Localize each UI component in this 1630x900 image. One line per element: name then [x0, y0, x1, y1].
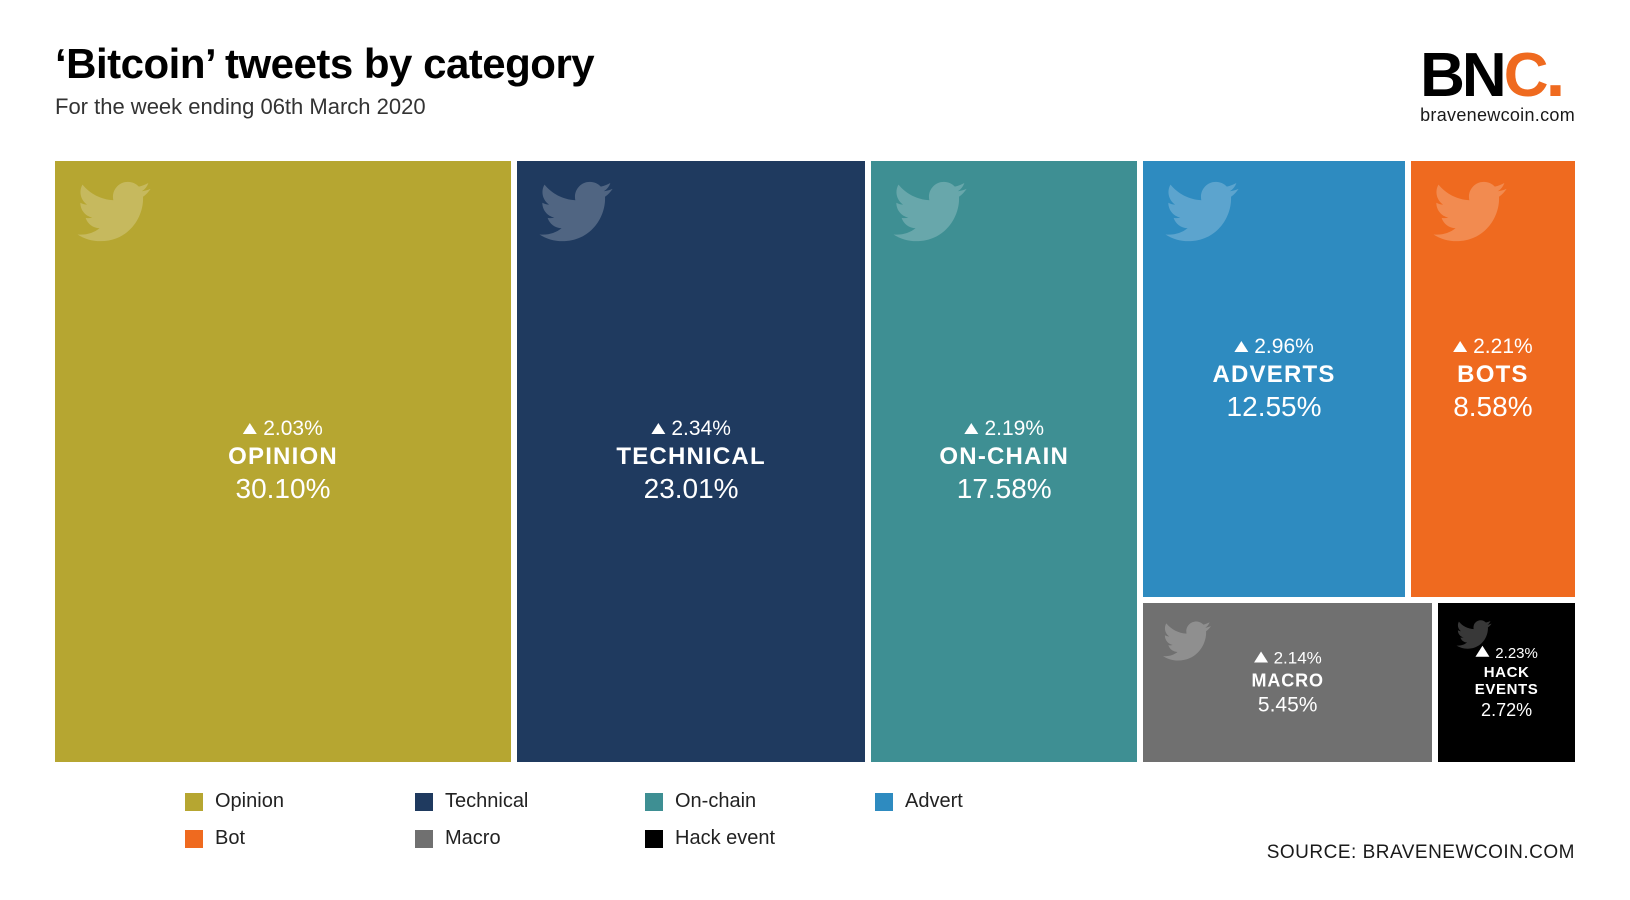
legend-label: Bot: [215, 827, 245, 850]
tile-label: OPINION: [78, 443, 488, 471]
tile-hackevents: 2.23% HACKEVENTS2.72%: [1438, 603, 1575, 762]
legend-swatch: [645, 793, 663, 811]
tile-label: TECHNICAL: [534, 443, 847, 471]
tile-change: 2.96%: [1156, 335, 1391, 359]
tile-value: 23.01%: [534, 473, 847, 505]
tile-label: HACKEVENTS: [1445, 663, 1568, 698]
tile-value: 2.72%: [1445, 700, 1568, 721]
tile-content: 2.19% ON-CHAIN17.58%: [885, 417, 1124, 505]
source-label: SOURCE: BRAVENEWCOIN.COM: [1267, 842, 1575, 870]
legend-swatch: [415, 793, 433, 811]
tile-change-value: 2.34%: [671, 417, 731, 440]
legend-item: Macro: [415, 827, 645, 850]
tile-adverts: 2.96% ADVERTS12.55%: [1143, 161, 1404, 597]
tile-change-value: 2.23%: [1495, 644, 1538, 661]
legend-label: Opinion: [215, 790, 284, 813]
tile-change-value: 2.19%: [984, 417, 1044, 440]
page-title: ‘Bitcoin’ tweets by category: [55, 40, 594, 88]
legend-item: Hack event: [645, 827, 875, 850]
legend-item: Technical: [415, 790, 645, 813]
tile-label: MACRO: [1158, 670, 1418, 691]
legend-swatch: [875, 793, 893, 811]
legend-item: On-chain: [645, 790, 875, 813]
tile-content: 2.21% BOTS8.58%: [1419, 335, 1567, 423]
legend-swatch: [185, 793, 203, 811]
brand-letter-b: B: [1420, 41, 1462, 110]
tile-bots: 2.21% BOTS8.58%: [1411, 161, 1575, 597]
up-arrow-icon: [1234, 341, 1248, 352]
tile-change: 2.21%: [1419, 335, 1567, 359]
legend-item: Advert: [875, 790, 1105, 813]
legend-swatch: [415, 830, 433, 848]
tile-value: 5.45%: [1158, 693, 1418, 717]
tile-onchain: 2.19% ON-CHAIN17.58%: [871, 161, 1137, 762]
legend-label: Advert: [905, 790, 963, 813]
tile-content: 2.23% HACKEVENTS2.72%: [1445, 644, 1568, 721]
twitter-bird-icon: [69, 175, 159, 253]
legend-item: Opinion: [185, 790, 415, 813]
twitter-bird-icon: [885, 175, 975, 253]
tile-value: 30.10%: [78, 473, 488, 505]
tile-value: 17.58%: [885, 473, 1124, 505]
tile-content: 2.34% TECHNICAL23.01%: [534, 417, 847, 505]
tile-label: BOTS: [1419, 361, 1567, 389]
tile-change: 2.03%: [78, 417, 488, 441]
legend-label: Macro: [445, 827, 501, 850]
tile-change-value: 2.03%: [263, 417, 323, 440]
twitter-bird-icon: [531, 175, 621, 253]
tile-technical: 2.34% TECHNICAL23.01%: [517, 161, 865, 762]
tile-macro: 2.14% MACRO5.45%: [1143, 603, 1432, 762]
treemap-chart: 2.03%OPINION30.10%2.34%TECHNICAL23.01%2.…: [55, 161, 1575, 762]
brand-dot: .: [1545, 32, 1562, 112]
brand-wordmark: BNC.: [1420, 40, 1575, 105]
tile-change: 2.19%: [885, 417, 1124, 441]
up-arrow-icon: [1254, 651, 1268, 662]
tile-change: 2.34%: [534, 417, 847, 441]
legend-item: Bot: [185, 827, 415, 850]
tile-content: 2.14% MACRO5.45%: [1158, 648, 1418, 717]
tile-change: 2.14%: [1158, 648, 1418, 668]
brand-letter-n: N: [1462, 41, 1504, 110]
up-arrow-icon: [964, 423, 978, 434]
twitter-bird-icon: [1425, 175, 1515, 253]
tile-content: 2.96% ADVERTS12.55%: [1156, 335, 1391, 423]
page-subtitle: For the week ending 06th March 2020: [55, 94, 594, 120]
header: ‘Bitcoin’ tweets by category For the wee…: [55, 40, 1575, 126]
tile-label: ADVERTS: [1156, 361, 1391, 389]
up-arrow-icon: [243, 423, 257, 434]
tile-label: ON-CHAIN: [885, 443, 1124, 471]
tile-content: 2.03% OPINION30.10%: [78, 417, 488, 505]
tile-value: 8.58%: [1419, 391, 1567, 423]
legend-label: Technical: [445, 790, 528, 813]
footer: Opinion Technical On-chain Advert Bot Macro Ha…: [55, 790, 1575, 870]
legend-swatch: [645, 830, 663, 848]
tile-change-value: 2.14%: [1274, 648, 1322, 667]
up-arrow-icon: [651, 423, 665, 434]
brand-site: bravenewcoin.com: [1420, 105, 1575, 126]
legend-label: On-chain: [675, 790, 756, 813]
legend-swatch: [185, 830, 203, 848]
tile-change-value: 2.21%: [1473, 335, 1533, 358]
twitter-bird-icon: [1157, 175, 1247, 253]
title-block: ‘Bitcoin’ tweets by category For the wee…: [55, 40, 594, 120]
legend-label: Hack event: [675, 827, 775, 850]
tile-change: 2.23%: [1445, 644, 1568, 661]
tile-change-value: 2.96%: [1254, 335, 1314, 358]
brand-logo: BNC. bravenewcoin.com: [1420, 40, 1575, 126]
tile-value: 12.55%: [1156, 391, 1391, 423]
legend: Opinion Technical On-chain Advert Bot Macro Ha…: [185, 790, 1165, 864]
up-arrow-icon: [1475, 645, 1489, 656]
brand-letter-c: C: [1504, 41, 1546, 110]
tile-opinion: 2.03% OPINION30.10%: [55, 161, 511, 762]
up-arrow-icon: [1453, 341, 1467, 352]
